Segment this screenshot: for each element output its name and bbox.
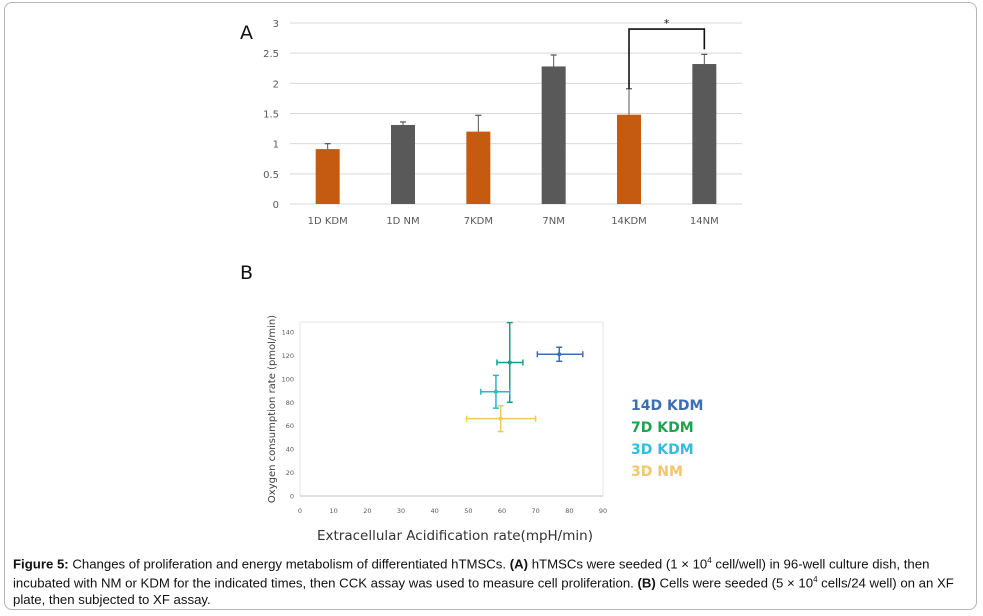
marker <box>498 416 503 421</box>
x-tick-label: 0 <box>298 507 302 515</box>
y-tick-label: 120 <box>282 352 294 360</box>
y-tick-label: 3 <box>273 19 279 30</box>
bar-chart: 0 0.5 1 1.5 2 2.5 3 1D KDM 1D NM 7KDM 7NM 14KDM 14NM… <box>263 17 742 227</box>
y-tick-label: 20 <box>286 469 294 477</box>
y-tick-label: 40 <box>286 446 294 454</box>
x-tick-label: 7NM <box>542 216 564 227</box>
caption-lead: Figure 5: <box>13 556 69 572</box>
significance-star: * <box>664 17 670 30</box>
figure-caption: Figure 5: Changes of proliferation and e… <box>13 553 973 608</box>
caption-sup-2: 4 <box>813 575 818 585</box>
y-axis-title: Oxygen consumption rate (pmol/min) <box>267 315 278 503</box>
scatter-x-axis-title: Extracellular Acidification rate(mpH/min… <box>317 528 593 544</box>
caption-b-tag: (B) <box>637 575 656 591</box>
x-tick-label: 10 <box>330 507 338 515</box>
bar <box>692 64 717 204</box>
caption-text-5: cells/24 well) on an XF plate, then subj… <box>13 575 954 607</box>
x-tick-label: 20 <box>363 507 371 515</box>
data-point-14d-kdm <box>536 346 584 363</box>
bar <box>466 131 491 204</box>
plot-area <box>299 321 604 497</box>
caption-text-2: hTMSCs were seeded (1 × 10 <box>528 556 708 572</box>
bar <box>617 114 641 204</box>
significance-bracket <box>628 28 706 89</box>
panel-b-label: B <box>240 262 254 284</box>
x-tick-label: 70 <box>532 507 540 515</box>
y-tick-label: 0.5 <box>263 170 279 181</box>
x-tick-label: 1D NM <box>386 216 419 227</box>
legend-item-7d-kdm: 7D KDM <box>631 420 694 436</box>
x-tick-label: 80 <box>565 507 573 515</box>
y-tick-label: 80 <box>286 399 294 407</box>
caption-text-4: Cells were seeded (5 × 10 <box>655 575 814 591</box>
y-tick-label: 2.5 <box>263 49 279 60</box>
y-tick-label: 1.5 <box>263 110 279 121</box>
panel-a-label: A <box>240 22 253 44</box>
bar <box>541 66 566 204</box>
x-tick-label: 14NM <box>690 216 719 227</box>
y-tick-label: 0 <box>273 200 279 211</box>
marker <box>557 352 562 357</box>
x-tick-label: 14KDM <box>611 216 647 227</box>
caption-a-tag: (A) <box>509 556 529 572</box>
bar <box>391 124 415 204</box>
caption-sup-1: 4 <box>707 556 712 565</box>
scatter-legend: 14D KDM 7D KDM 3D KDM 3D NM <box>631 395 703 483</box>
caption-text-3: cell/well) in 96-well culture dish, then… <box>13 556 930 591</box>
x-tick-label: 60 <box>498 507 506 515</box>
y-tick-label: 2 <box>273 79 279 90</box>
y-tick-label: 140 <box>282 329 294 337</box>
x-tick-label: 50 <box>464 507 472 515</box>
bar <box>315 149 340 204</box>
caption-text-1: Changes of proliferation and energy meta… <box>68 556 510 572</box>
x-tick-label: 1D KDM <box>308 216 348 227</box>
marker <box>493 389 498 394</box>
figure-frame <box>4 2 977 610</box>
scatter-chart: 0 10 20 30 40 50 60 70 80 90 0 20 40 60 80 100 120 140 Oxy… <box>267 315 607 515</box>
data-point-3d-kdm <box>480 374 511 409</box>
x-tick-label: 40 <box>431 507 439 515</box>
marker <box>507 360 512 365</box>
legend-item-3d-kdm: 3D KDM <box>631 442 694 458</box>
legend-item-3d-nm: 3D NM <box>631 464 683 480</box>
y-tick-label: 100 <box>282 375 294 383</box>
x-tick-label: 90 <box>599 507 607 515</box>
x-tick-label: 30 <box>397 507 405 515</box>
y-tick-label: 1 <box>273 140 279 151</box>
y-tick-label: 60 <box>286 422 294 430</box>
y-tick-label: 0 <box>290 493 294 501</box>
x-tick-label: 7KDM <box>464 216 493 227</box>
legend-item-14d-kdm: 14D KDM <box>631 398 704 414</box>
data-point-3d-nm <box>465 405 537 433</box>
